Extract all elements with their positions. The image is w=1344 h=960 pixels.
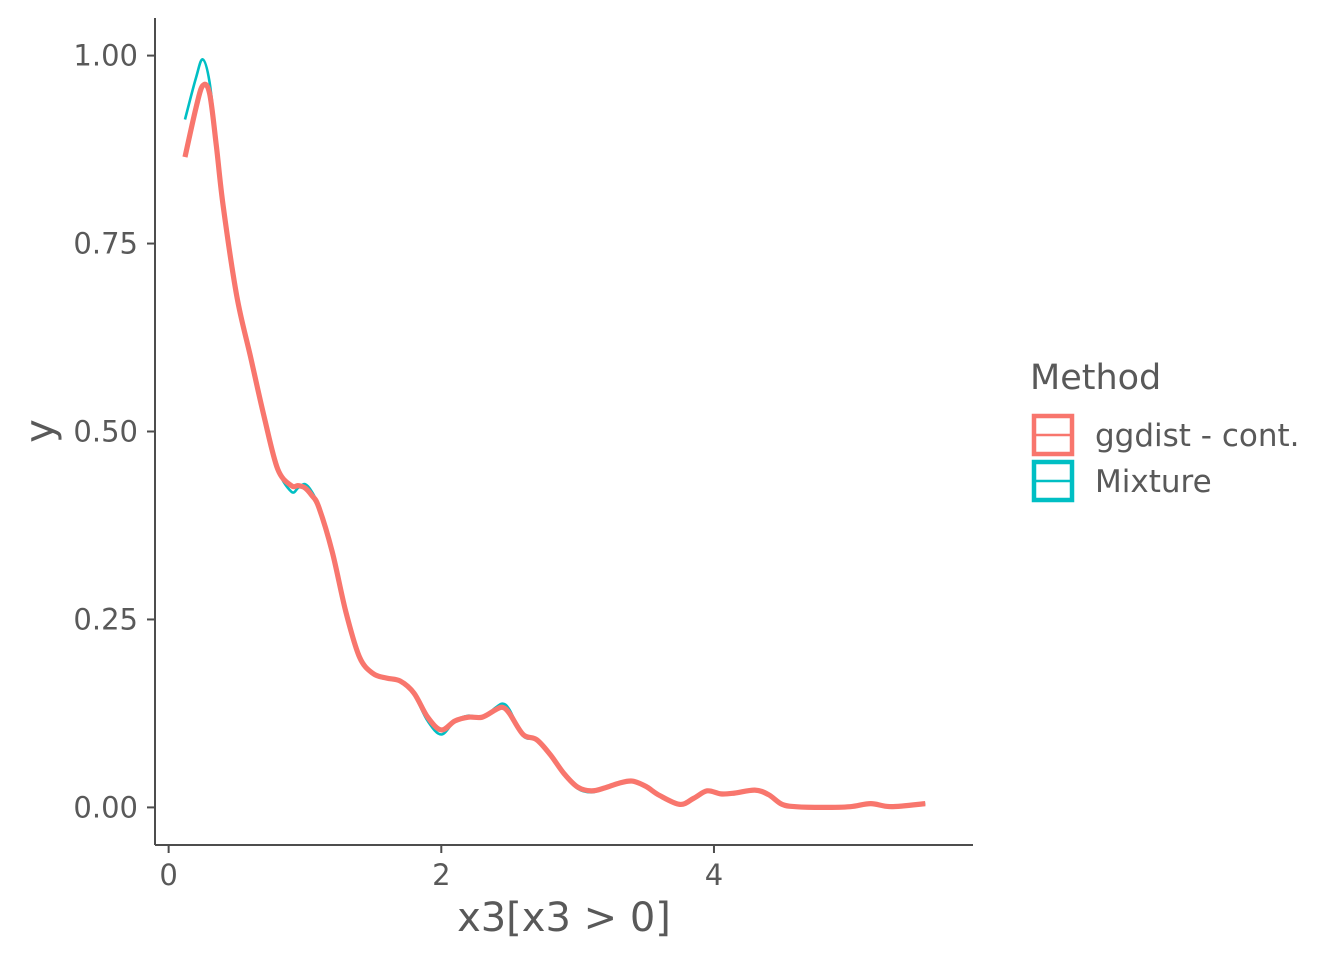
y-tick-label: 0.75 [73, 227, 138, 261]
legend-key [1031, 459, 1075, 503]
x-tick-label: 2 [432, 858, 450, 892]
y-tick-label: 0.00 [73, 790, 138, 824]
y-axis: 0.00 0.25 0.50 0.75 1.00 [73, 18, 156, 845]
y-tick-label: 0.25 [73, 602, 138, 636]
legend-entry: ggdist - cont. [1031, 413, 1300, 457]
series-line-mixture [183, 58, 926, 809]
legend-label: Mixture [1095, 464, 1212, 500]
y-axis-title: y [17, 419, 63, 443]
legend-entries: ggdist - cont. Mixture [1031, 413, 1300, 503]
series-layer [182, 58, 926, 811]
x-tick-label: 4 [705, 858, 723, 892]
legend: Method ggdist - cont. Mixture [1030, 358, 1300, 503]
legend-key [1031, 413, 1075, 457]
legend-label: ggdist - cont. [1095, 418, 1300, 454]
series-line-ggdist-cont [182, 81, 926, 811]
legend-title: Method [1030, 358, 1161, 398]
y-tick-label: 1.00 [73, 39, 138, 73]
x-tick-label: 0 [159, 858, 177, 892]
x-axis: 0 2 4 [155, 844, 973, 892]
x-axis-title: x3[x3 > 0] [457, 895, 671, 941]
legend-entry: Mixture [1031, 459, 1212, 503]
y-tick-label: 0.50 [73, 415, 138, 449]
